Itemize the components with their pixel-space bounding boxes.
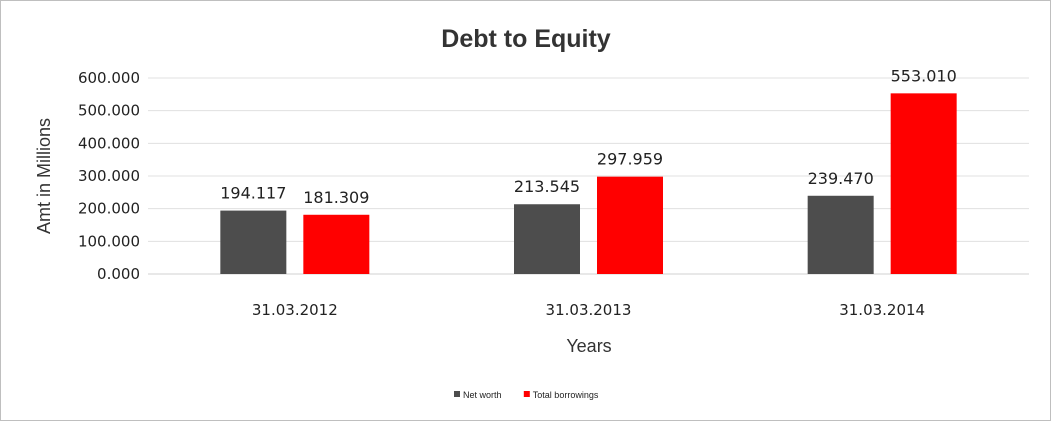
bar bbox=[220, 210, 287, 274]
x-tick-label: 31.03.2012 bbox=[252, 301, 338, 319]
bar bbox=[303, 214, 370, 274]
legend-label: Total borrowings bbox=[533, 390, 599, 400]
data-label: 181.309 bbox=[303, 188, 369, 207]
y-tick-label: 500.000 bbox=[78, 102, 140, 120]
y-axis-title: Amt in Millions bbox=[34, 118, 54, 234]
legend-label: Net worth bbox=[463, 390, 502, 400]
x-tick-label: 31.03.2013 bbox=[546, 301, 632, 319]
bars bbox=[220, 93, 957, 274]
data-label: 239.470 bbox=[808, 169, 874, 188]
y-tick-label: 600.000 bbox=[78, 69, 140, 87]
gridlines bbox=[148, 77, 1029, 275]
legend: Net worth Total borrowings bbox=[454, 390, 599, 400]
legend-swatch bbox=[523, 391, 530, 397]
x-axis-title: Years bbox=[566, 336, 611, 356]
y-tick-label: 0.000 bbox=[97, 265, 140, 283]
legend-swatch bbox=[454, 391, 460, 397]
bar bbox=[807, 195, 874, 274]
data-label: 194.117 bbox=[220, 184, 286, 203]
x-tick-label: 31.03.2014 bbox=[839, 301, 925, 319]
bar bbox=[514, 204, 580, 274]
chart-title: Debt to Equity bbox=[441, 25, 611, 53]
data-label: 213.545 bbox=[514, 177, 580, 196]
data-label: 553.010 bbox=[891, 66, 957, 85]
bar bbox=[890, 93, 957, 274]
y-tick-label: 400.000 bbox=[78, 134, 140, 152]
y-axis-ticks: 0.000 100.000 200.000 300.000 400.000 500.000… bbox=[78, 69, 140, 283]
data-label: 297.959 bbox=[597, 150, 663, 169]
data-labels: 194.117 181.309 213.545 297.959 239.470 553.0… bbox=[220, 66, 957, 206]
x-axis-categories: 31.03.2012 31.03.2013 31.03.2014 bbox=[252, 301, 925, 319]
y-tick-label: 300.000 bbox=[78, 167, 140, 185]
bar bbox=[597, 176, 663, 274]
y-tick-label: 200.000 bbox=[78, 200, 140, 218]
y-tick-label: 100.000 bbox=[78, 232, 140, 250]
